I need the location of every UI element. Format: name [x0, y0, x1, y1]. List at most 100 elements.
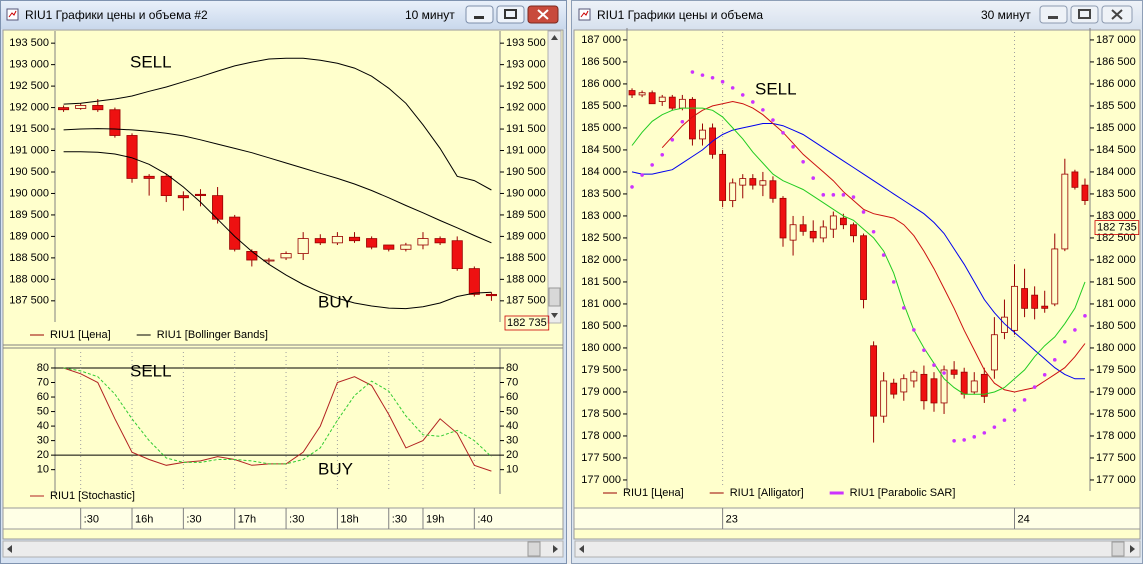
candle-body — [779, 197, 787, 239]
y-tick-label: 60 — [506, 391, 518, 403]
annotation: SELL — [755, 79, 797, 98]
candle-body — [485, 293, 497, 297]
sar-dot — [1083, 314, 1087, 318]
maximize-button[interactable] — [496, 5, 525, 24]
sar-dot — [982, 431, 987, 435]
y-tick-label: 179 000 — [581, 386, 621, 398]
candle-body — [280, 253, 292, 259]
y-tick-label: 179 500 — [581, 364, 621, 376]
last-price-label: 182 735 — [1097, 222, 1137, 234]
y-tick-label: 178 500 — [1096, 408, 1136, 420]
sar-dot — [680, 119, 685, 124]
candle-body — [668, 96, 676, 109]
candle-body — [400, 244, 412, 250]
horizontal-scrollbar[interactable] — [574, 540, 1141, 558]
candle-body — [719, 153, 727, 201]
candle-body — [870, 345, 878, 417]
y-tick-label: 181 000 — [1096, 298, 1136, 310]
candle-body — [970, 380, 978, 393]
annotation: BUY — [318, 292, 353, 311]
y-tick-label: 183 500 — [1096, 188, 1136, 200]
sar-dot — [952, 438, 956, 443]
candle-body — [1011, 285, 1018, 331]
x-tick-label: 24 — [1018, 513, 1030, 525]
candle-body — [789, 224, 797, 241]
y-tick-label: 188 500 — [9, 252, 49, 264]
indicator-line — [63, 367, 492, 465]
indicator-line — [63, 57, 492, 191]
candle-body — [910, 371, 918, 382]
y-tick-label: 190 000 — [506, 187, 546, 199]
sar-dot — [881, 253, 886, 257]
y-tick-label: 183 000 — [581, 210, 621, 222]
vertical-scrollbar[interactable] — [547, 30, 562, 324]
y-tick-label: 185 000 — [581, 122, 621, 134]
minimize-button[interactable] — [1039, 5, 1068, 24]
sar-dot — [761, 108, 765, 112]
candle-body — [177, 195, 189, 199]
candle-body — [860, 235, 867, 300]
candle-body — [331, 236, 343, 244]
y-tick-label: 192 500 — [506, 80, 546, 92]
candle-body — [1031, 294, 1039, 309]
y-tick-label: 193 500 — [9, 37, 49, 49]
candle-body — [829, 215, 837, 230]
x-tick-label: 16h — [135, 513, 153, 525]
candle-body — [1071, 171, 1079, 188]
y-tick-label: 178 500 — [581, 408, 621, 420]
y-tick-label: 184 500 — [1096, 144, 1136, 156]
sar-dot — [791, 145, 795, 149]
annotation: SELL — [130, 361, 172, 380]
y-tick-label: 80 — [37, 362, 49, 374]
minimize-button[interactable] — [465, 5, 494, 24]
y-tick-label: 20 — [37, 449, 49, 461]
horizontal-scrollbar[interactable] — [2, 540, 564, 558]
sar-dot — [1063, 339, 1067, 344]
indicator-line — [661, 100, 1086, 393]
last-price-box — [1094, 220, 1140, 235]
y-tick-label: 179 000 — [1096, 386, 1136, 398]
y-tick-label: 193 500 — [506, 37, 546, 49]
y-tick-label: 177 000 — [1096, 474, 1136, 486]
y-tick-label: 185 500 — [1096, 100, 1136, 112]
candle-body — [451, 240, 463, 270]
y-tick-label: 187 000 — [581, 34, 621, 46]
sar-dot — [771, 118, 775, 122]
x-tick-label: 17h — [238, 513, 256, 525]
y-tick-label: 181 500 — [1096, 276, 1136, 288]
candle-body — [468, 268, 480, 295]
y-tick-label: 80 — [506, 362, 518, 374]
window-icon — [6, 8, 19, 21]
y-tick-label: 179 500 — [1096, 364, 1136, 376]
client-area — [573, 29, 1141, 540]
maximize-button[interactable] — [1070, 5, 1099, 24]
sar-dot — [962, 438, 966, 442]
close-button[interactable] — [527, 5, 559, 24]
annotation: BUY — [318, 459, 353, 478]
candle-body — [1001, 316, 1008, 333]
sar-dot — [730, 86, 735, 90]
y-tick-label: 182 500 — [581, 232, 621, 244]
y-tick-label: 191 000 — [506, 144, 546, 156]
candle-body — [658, 96, 666, 102]
candle-body — [900, 378, 908, 393]
candle-body — [417, 238, 429, 246]
y-tick-label: 20 — [506, 449, 518, 461]
y-tick-label: 188 500 — [506, 252, 546, 264]
candle-body — [729, 182, 737, 201]
y-tick-label: 180 000 — [1096, 342, 1136, 354]
y-tick-label: 189 500 — [506, 209, 546, 221]
sar-dot — [972, 435, 977, 439]
sar-dot — [1032, 385, 1037, 389]
y-tick-label: 177 000 — [581, 474, 621, 486]
sar-dot — [821, 193, 826, 197]
close-button[interactable] — [1101, 5, 1133, 24]
candle-body — [799, 224, 807, 232]
indicator-line — [63, 128, 492, 244]
candle-body — [819, 226, 827, 239]
sar-dot — [640, 173, 644, 177]
y-tick-label: 181 500 — [581, 276, 621, 288]
sar-dot — [630, 185, 634, 189]
x-tick-label: 23 — [726, 513, 738, 525]
